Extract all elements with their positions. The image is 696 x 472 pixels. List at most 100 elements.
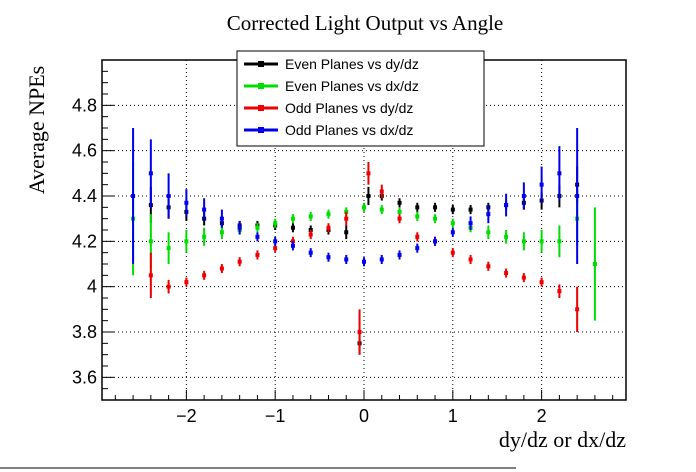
legend-marker (258, 127, 264, 133)
data-point (379, 207, 384, 212)
data-point (131, 194, 136, 198)
data-point (273, 239, 278, 244)
data-point (357, 330, 362, 334)
data-point (379, 257, 384, 262)
y-axis-label: Average NPEs (24, 66, 49, 195)
data-point (415, 246, 420, 251)
legend-marker (258, 83, 264, 89)
data-point (362, 259, 366, 264)
data-point (219, 230, 224, 235)
data-point (184, 280, 189, 285)
data-point (468, 221, 473, 226)
data-point (237, 259, 242, 264)
data-point (148, 171, 153, 176)
data-point (184, 200, 189, 205)
data-point (148, 273, 153, 278)
data-point (344, 230, 349, 235)
legend-label: Odd Planes vs dy/dz (285, 100, 413, 116)
x-tick-label: 0 (359, 406, 369, 426)
data-point (504, 271, 509, 276)
data-point (166, 284, 171, 289)
series-4 (131, 128, 580, 267)
legend-marker (258, 61, 264, 67)
data-point (521, 194, 526, 198)
data-point (255, 252, 260, 257)
data-point (450, 221, 455, 226)
legend-label: Even Planes vs dy/dz (285, 56, 419, 72)
y-tick-label: 4.8 (72, 95, 97, 115)
y-tick-label: 4 (87, 277, 97, 297)
data-point (290, 225, 295, 230)
data-point (308, 250, 313, 255)
data-point (344, 257, 349, 262)
y-tick-label: 3.8 (72, 322, 97, 342)
data-point (450, 250, 455, 255)
data-point (366, 194, 371, 198)
data-point (148, 239, 153, 244)
data-point (575, 194, 580, 198)
data-point (362, 205, 366, 210)
data-point (468, 257, 473, 262)
data-point (184, 239, 189, 244)
data-point (557, 239, 562, 244)
data-point (326, 255, 331, 260)
legend-entry: Odd Planes vs dy/dz (244, 100, 413, 116)
axis-ticks: −2 −1 0 1 2 3.6 3.8 4 4.2 4.4 4.6 4.8 (72, 70, 614, 426)
data-point (273, 246, 278, 251)
data-point (504, 203, 509, 208)
y-tick-label: 4.6 (72, 141, 97, 161)
y-tick-label: 4.4 (72, 186, 97, 206)
legend-entry: Odd Planes vs dx/dz (244, 122, 413, 138)
y-tick-label: 4.2 (72, 231, 97, 251)
data-point (433, 239, 438, 244)
legend-entry: Even Planes vs dx/dz (244, 78, 419, 94)
data-point (202, 273, 207, 278)
data-point (539, 280, 544, 285)
series-3 (148, 162, 580, 355)
data-point (397, 252, 402, 257)
data-point (326, 225, 331, 230)
data-point (539, 239, 544, 244)
legend-box (236, 50, 485, 147)
data-point (219, 266, 224, 271)
data-point (539, 182, 544, 187)
data-point (166, 246, 171, 251)
data-point (557, 289, 562, 294)
data-point (592, 262, 597, 266)
data-point (166, 194, 171, 198)
data-point (486, 264, 491, 269)
data-point (450, 230, 455, 235)
legend-label: Even Planes vs dx/dz (285, 78, 419, 94)
data-point (415, 234, 420, 239)
data-point (486, 230, 491, 235)
data-point (308, 232, 313, 237)
data-point (202, 234, 207, 239)
data-point (521, 239, 526, 244)
data-point (366, 171, 371, 176)
data-point (202, 207, 207, 212)
x-tick-label: −1 (265, 406, 286, 426)
x-tick-label: 2 (537, 406, 547, 426)
data-point (415, 205, 420, 210)
data-point (450, 207, 455, 212)
legend: Even Planes vs dy/dz Even Planes vs dx/dz… (236, 50, 485, 147)
x-axis-label: dy/dz or dx/dz (499, 427, 626, 452)
data-point (219, 216, 224, 221)
data-point (397, 216, 402, 221)
data-point (557, 171, 562, 176)
data-point (255, 225, 260, 230)
data-point (308, 214, 313, 219)
data-point (433, 205, 438, 210)
data-point (273, 221, 278, 226)
legend-entry: Even Planes vs dy/dz (244, 56, 419, 72)
data-point (415, 214, 420, 219)
data-point (379, 189, 384, 194)
data-point (344, 216, 349, 221)
data-point (326, 212, 331, 217)
data-point (397, 200, 402, 205)
chart-title: Corrected Light Output vs Angle (227, 11, 503, 35)
data-point (486, 212, 491, 217)
data-point (255, 234, 260, 239)
plot-area (131, 128, 597, 355)
x-tick-label: 1 (448, 406, 458, 426)
